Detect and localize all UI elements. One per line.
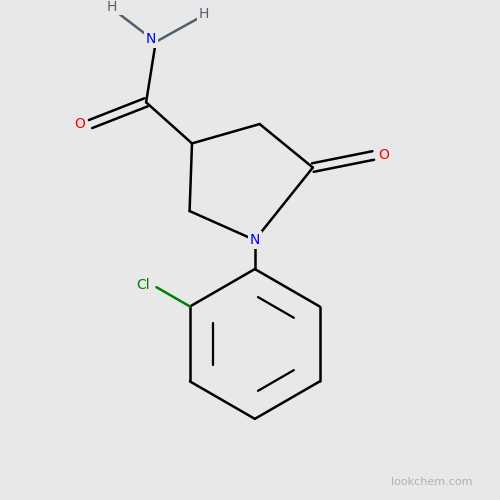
- Text: O: O: [378, 148, 390, 162]
- Text: N: N: [250, 233, 260, 247]
- Text: Cl: Cl: [136, 278, 150, 292]
- Text: H: H: [199, 7, 209, 21]
- Text: H: H: [107, 0, 118, 14]
- Text: N: N: [146, 32, 156, 46]
- Text: O: O: [74, 117, 86, 131]
- Text: lookchem.com: lookchem.com: [391, 476, 472, 486]
